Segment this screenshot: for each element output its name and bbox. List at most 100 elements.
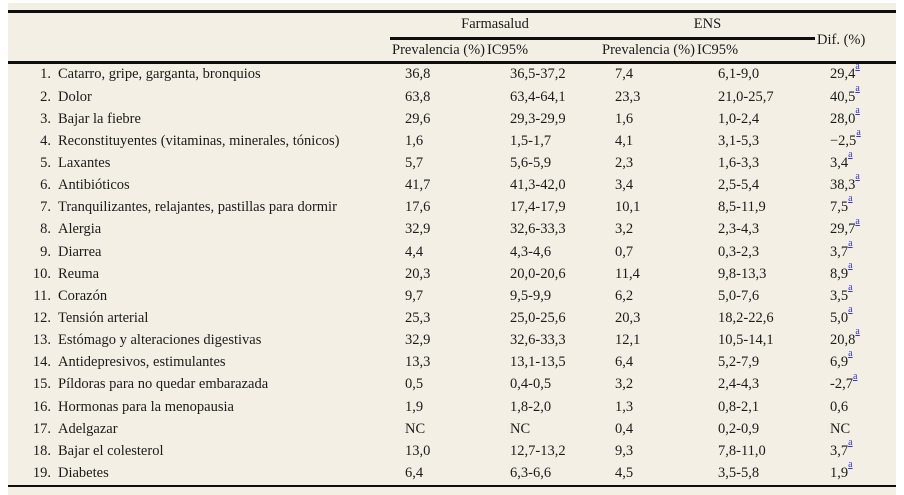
dif-value: 38,3: [830, 177, 856, 194]
row-label-cell: 9. Diarrea: [8, 241, 390, 263]
row-number: 14.: [32, 354, 51, 371]
farmasalud-ic95-value: 29,3-29,9: [510, 110, 566, 127]
row-number: 1.: [40, 66, 51, 83]
row-label: Reconstituyentes (vitaminas, minerales, …: [58, 132, 340, 149]
dif-value: 8,9: [830, 265, 849, 282]
farmasalud-prevalencia-value: NC: [405, 420, 426, 437]
dif-cell: 7,5a: [815, 194, 896, 219]
ens-ic95-value: 0,8-2,1: [718, 398, 760, 415]
ens-ic95-value: 2,4-4,3: [718, 376, 760, 393]
row-number: 8.: [40, 221, 51, 238]
farmasalud-prevalencia-value: 6,4: [405, 464, 424, 481]
row-label-cell: 7. Tranquilizantes, relajantes, pastillas…: [8, 197, 390, 219]
ens-prevalencia-value: 0,7: [615, 243, 634, 260]
footnote-a-link[interactable]: a: [852, 370, 858, 382]
row-label-cell: 12. Tensión arterial: [8, 308, 390, 330]
ens-ic95-value: 1,0-2,4: [718, 110, 760, 127]
farmasalud-ic95-value: 6,3-6,6: [510, 464, 552, 481]
dif-value: 3,7: [830, 243, 849, 260]
ens-ic95-value: 8,5-11,9: [718, 199, 766, 216]
dif-value: 7,5: [830, 199, 849, 216]
farmasalud-prevalencia-value: 13,0: [405, 442, 431, 459]
table-row: 5. Laxantes 5,7 5,6-5,9 2,3 1,6-3,3 3,4a: [8, 150, 896, 175]
row-label: Catarro, gripe, garganta, bronquios: [58, 66, 261, 83]
row-label-cell: 17. Adelgazar: [8, 418, 390, 440]
row-label: Dolor: [58, 88, 92, 105]
dif-value: 6,9: [830, 354, 849, 371]
dif-cell: -2,7a: [815, 370, 896, 396]
ens-prevalencia-value: 2,3: [615, 155, 634, 172]
footnote-a-link[interactable]: a: [848, 304, 853, 316]
footnote-a-link[interactable]: a: [855, 326, 860, 338]
row-number: 6.: [40, 177, 51, 194]
row-label-cell: 19. Diabetes: [8, 463, 390, 486]
footnote-a-link[interactable]: a: [855, 104, 860, 116]
dif-cell: 29,4a: [815, 60, 896, 87]
row-label-cell: 4. Reconstituyentes (vitaminas, minerales…: [8, 130, 390, 152]
table-row: 19. Diabetes 6,4 6,3-6,6 4,5 3,5-5,8 1,9a: [8, 460, 896, 486]
row-number: 15.: [32, 376, 51, 393]
row-number: 7.: [40, 199, 51, 216]
row-label: Tensión arterial: [58, 310, 149, 326]
footnote-a-link[interactable]: a: [856, 127, 861, 139]
row-label-cell: 3. Bajar la fiebre: [8, 108, 390, 130]
farmasalud-prevalencia-value: 20,3: [405, 265, 431, 282]
footnote-a-link[interactable]: a: [848, 348, 853, 360]
footnote-a-link[interactable]: a: [848, 237, 853, 249]
dif-value: 5,0: [830, 310, 849, 326]
farmasalud-ic95-value: 0,4-0,5: [510, 376, 552, 393]
dif-value: 28,0: [830, 110, 856, 127]
dif-value: 20,8: [830, 332, 856, 349]
row-label: Hormonas para la menopausia: [58, 398, 234, 415]
footnote-a-link[interactable]: a: [855, 82, 860, 94]
dif-value: 1,9: [830, 464, 849, 481]
ens-prevalencia-value: 1,6: [615, 110, 634, 127]
footnote-a-link[interactable]: a: [848, 193, 853, 205]
row-label-cell: 13. Estómago y alteraciones digestivas: [8, 330, 390, 352]
farmasalud-prevalencia-value: 29,6: [405, 110, 431, 127]
table-row: 6. Antibióticos 41,7 41,3-42,0 3,4 2,5-5,4 38,…: [8, 172, 896, 197]
farmasalud-prevalencia-value: 9,7: [405, 287, 424, 304]
table-row: 2. Dolor 63,8 63,4-64,1 23,3 21,0-25,7 40,5a: [8, 82, 896, 108]
dif-value: NC: [830, 420, 851, 437]
ens-ic95-value: 3,1-5,3: [718, 132, 760, 149]
row-number: 4.: [40, 132, 51, 149]
footnote-a-link[interactable]: a: [848, 459, 853, 471]
row-label-cell: 6. Antibióticos: [8, 175, 390, 197]
farmasalud-ic95-value: 20,0-20,6: [510, 265, 566, 282]
farmasalud-prevalencia-value: 32,9: [405, 332, 431, 349]
ens-ic95-value: 5,2-7,9: [718, 354, 760, 371]
farmasalud-ic95-value: 13,1-13,5: [510, 354, 566, 371]
footnote-a-link[interactable]: a: [848, 259, 853, 271]
ens-ic95-value: 0,2-0,9: [718, 420, 760, 437]
ens-ic95-value: 3,5-5,8: [718, 464, 760, 481]
footnote-a-link[interactable]: a: [848, 149, 853, 161]
dif-cell: 38,3a: [815, 172, 896, 197]
farmasalud-ic95-value: 41,3-42,0: [510, 177, 566, 194]
ens-ic95-value: 10,5-14,1: [718, 332, 774, 349]
ens-prevalencia-value: 20,3: [615, 310, 641, 326]
footnote-a-link[interactable]: a: [848, 437, 853, 449]
ens-prevalencia-value: 11,4: [615, 265, 640, 282]
farmasalud-prevalencia-value: 0,5: [405, 376, 424, 393]
row-number: 18.: [32, 442, 51, 459]
ens-prevalencia-value: 9,3: [615, 442, 634, 459]
footnote-a-link[interactable]: a: [855, 171, 860, 183]
table-row: 10. Reuma 20,3 20,0-20,6 11,4 9,8-13,3 8,9a: [8, 259, 896, 285]
row-number: 19.: [32, 464, 51, 481]
ens-ic95-value: 2,5-5,4: [718, 177, 760, 194]
ens-ic95-value: 5,0-7,6: [718, 287, 760, 304]
footnote-a-link[interactable]: a: [855, 215, 860, 227]
ens-ic95-value: 7,8-11,0: [718, 442, 766, 459]
column-header-ens-ic95: IC95%: [695, 38, 815, 64]
farmasalud-ic95-value: 1,8-2,0: [510, 398, 552, 415]
ens-prevalencia-value: 4,5: [615, 464, 634, 481]
ens-prevalencia-value: 3,2: [615, 221, 634, 238]
farmasalud-prevalencia-value: 4,4: [405, 243, 424, 260]
row-label-cell: 1. Catarro, gripe, garganta, bronquios: [8, 63, 390, 87]
farmasalud-prevalencia-value: 17,6: [405, 199, 431, 216]
footnote-a-link[interactable]: a: [855, 60, 860, 72]
row-label: Píldoras para no quedar embarazada: [58, 376, 269, 393]
farmasalud-prevalencia-value: 32,9: [405, 221, 431, 238]
footnote-a-link[interactable]: a: [848, 282, 853, 294]
